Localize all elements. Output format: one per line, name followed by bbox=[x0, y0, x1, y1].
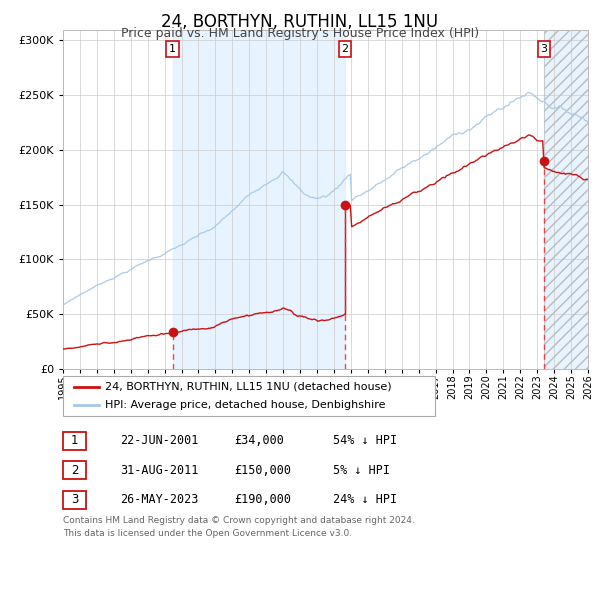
Text: This data is licensed under the Open Government Licence v3.0.: This data is licensed under the Open Gov… bbox=[63, 529, 352, 537]
Text: £150,000: £150,000 bbox=[234, 464, 291, 477]
Text: 2: 2 bbox=[341, 44, 349, 54]
Text: Price paid vs. HM Land Registry's House Price Index (HPI): Price paid vs. HM Land Registry's House … bbox=[121, 27, 479, 40]
Text: 22-JUN-2001: 22-JUN-2001 bbox=[120, 434, 199, 447]
Text: 26-MAY-2023: 26-MAY-2023 bbox=[120, 493, 199, 506]
Text: 3: 3 bbox=[541, 44, 547, 54]
Text: 1: 1 bbox=[169, 44, 176, 54]
Text: 31-AUG-2011: 31-AUG-2011 bbox=[120, 464, 199, 477]
Bar bbox=[173, 30, 345, 369]
Text: 54% ↓ HPI: 54% ↓ HPI bbox=[333, 434, 397, 447]
Text: 3: 3 bbox=[71, 493, 78, 506]
Bar bbox=[544, 30, 588, 369]
Text: 1: 1 bbox=[71, 434, 78, 447]
Text: 2: 2 bbox=[71, 464, 78, 477]
Text: 5% ↓ HPI: 5% ↓ HPI bbox=[333, 464, 390, 477]
Text: £34,000: £34,000 bbox=[234, 434, 284, 447]
Text: 24% ↓ HPI: 24% ↓ HPI bbox=[333, 493, 397, 506]
Text: £190,000: £190,000 bbox=[234, 493, 291, 506]
Text: 24, BORTHYN, RUTHIN, LL15 1NU: 24, BORTHYN, RUTHIN, LL15 1NU bbox=[161, 13, 439, 31]
Bar bbox=[544, 30, 588, 369]
Text: 24, BORTHYN, RUTHIN, LL15 1NU (detached house): 24, BORTHYN, RUTHIN, LL15 1NU (detached … bbox=[105, 382, 392, 392]
Text: HPI: Average price, detached house, Denbighshire: HPI: Average price, detached house, Denb… bbox=[105, 400, 386, 410]
Text: Contains HM Land Registry data © Crown copyright and database right 2024.: Contains HM Land Registry data © Crown c… bbox=[63, 516, 415, 525]
